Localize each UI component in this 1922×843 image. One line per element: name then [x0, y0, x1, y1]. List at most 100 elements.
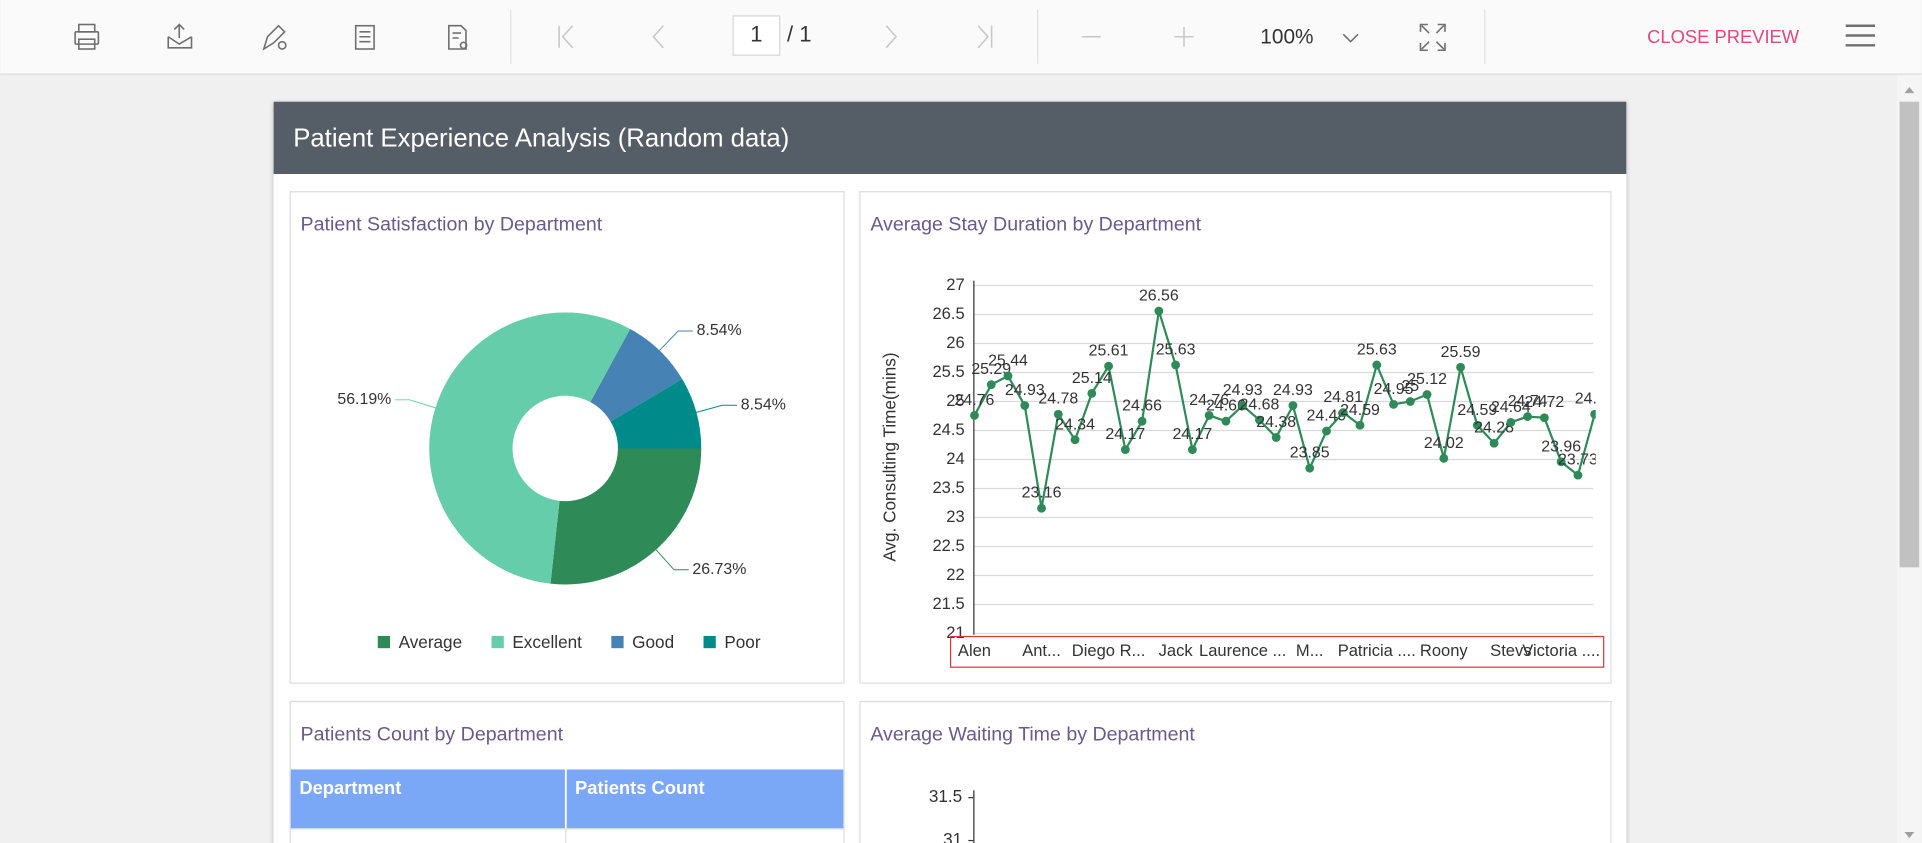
- data-label: 25.44: [988, 352, 1028, 369]
- data-label: 24.49: [1307, 408, 1347, 425]
- point: [1355, 420, 1365, 430]
- x-tick-label: Laurence ...: [1199, 641, 1286, 660]
- y-tick-label: 31.5: [929, 786, 962, 806]
- data-label: 23.96: [1541, 438, 1581, 455]
- point: [1255, 415, 1264, 425]
- point: [970, 410, 979, 420]
- scrollbar-thumb[interactable]: [1899, 101, 1920, 568]
- y-tick-label: 27: [946, 275, 964, 294]
- data-label: 8.54%: [697, 322, 742, 339]
- data-label: 23.16: [1022, 485, 1062, 502]
- export-button[interactable]: [167, 23, 193, 49]
- data-label: 24.78: [1038, 391, 1078, 408]
- zoom-in-button[interactable]: [1174, 26, 1194, 47]
- data-label: 24.34: [1055, 416, 1095, 433]
- y-tick-label: 22.5: [932, 536, 964, 555]
- next-page-button[interactable]: [885, 25, 898, 49]
- point: [1506, 417, 1516, 427]
- point: [1322, 426, 1331, 436]
- chart-title: Average Stay Duration by Department: [870, 214, 1201, 236]
- data-label: 26.56: [1139, 288, 1179, 305]
- x-tick-label: Jack: [1159, 641, 1194, 660]
- y-tick-label: 24.5: [932, 420, 964, 439]
- data-label: 24.68: [1240, 397, 1280, 414]
- point: [1037, 503, 1046, 513]
- point: [1422, 390, 1432, 399]
- point: [1204, 410, 1214, 420]
- table-column-header: Department: [299, 777, 401, 798]
- point: [1573, 470, 1583, 480]
- data-label: 24.81: [1323, 389, 1363, 406]
- data-label: 24.38: [1256, 414, 1296, 431]
- legend-label: Good: [632, 632, 674, 652]
- data-label: 24.64: [1491, 399, 1531, 416]
- point: [1305, 463, 1315, 473]
- report-title: Patient Experience Analysis (Random data…: [293, 124, 789, 152]
- document-settings-button[interactable]: [448, 24, 468, 50]
- data-label: 24.17: [1172, 426, 1212, 443]
- point: [1238, 401, 1248, 410]
- zoom-level[interactable]: 100%: [1260, 25, 1313, 48]
- legend-swatch: [491, 635, 504, 649]
- pie-slice: [429, 312, 631, 584]
- data-label: 24.78: [1575, 391, 1615, 408]
- first-page-button[interactable]: [558, 25, 574, 49]
- point: [1221, 416, 1231, 426]
- data-label: 25.14: [1072, 370, 1112, 387]
- panel: [289, 191, 845, 684]
- data-label: 24.93: [1223, 382, 1263, 399]
- y-axis-title: Avg. Consulting Time(mins): [880, 352, 900, 561]
- document-button[interactable]: [354, 24, 375, 50]
- data-label: 24.66: [1122, 398, 1162, 415]
- data-label: 26.73%: [692, 561, 746, 578]
- page-setup-button[interactable]: [262, 24, 287, 51]
- legend-label: Excellent: [512, 632, 582, 652]
- data-label: 25: [1401, 378, 1419, 395]
- x-axis-selection: [949, 635, 1605, 668]
- data-label: 24.95: [1374, 381, 1414, 398]
- print-button[interactable]: [74, 23, 100, 50]
- table-title: Patients Count by Department: [301, 723, 564, 745]
- last-page-button[interactable]: [977, 25, 993, 49]
- point: [1456, 362, 1465, 372]
- page-total: / 1: [787, 21, 812, 46]
- point: [1271, 433, 1281, 442]
- menu-button[interactable]: [1845, 24, 1876, 47]
- leader-line: [696, 404, 738, 413]
- point: [1389, 399, 1398, 409]
- y-tick-label: 25: [946, 391, 964, 410]
- data-label: 24.02: [1424, 435, 1464, 452]
- fullscreen-button[interactable]: [1419, 23, 1446, 52]
- leader-line: [394, 399, 436, 409]
- x-tick-label: Patricia ....: [1338, 641, 1416, 660]
- leader-line: [655, 549, 689, 571]
- scroll-up[interactable]: [1904, 86, 1915, 94]
- pie-slice: [550, 448, 702, 585]
- previous-page-button[interactable]: [652, 25, 664, 49]
- point: [1590, 409, 1596, 419]
- point: [1539, 413, 1549, 423]
- point: [1187, 445, 1197, 455]
- legend-swatch: [611, 635, 624, 649]
- page-input[interactable]: [732, 15, 781, 56]
- x-tick-label: Victoria ....: [1522, 641, 1600, 660]
- data-label: 24.59: [1457, 402, 1497, 419]
- point: [1472, 420, 1482, 430]
- point: [1020, 401, 1030, 410]
- point: [1556, 457, 1566, 467]
- legend-swatch: [703, 635, 716, 649]
- y-tick-label: 23.5: [932, 478, 964, 497]
- point: [1405, 397, 1415, 406]
- close-preview-button[interactable]: CLOSE PREVIEW: [1647, 26, 1800, 47]
- scroll-down[interactable]: [1904, 831, 1915, 839]
- data-label: 24.74: [1508, 393, 1548, 410]
- zoom-dropdown[interactable]: [1342, 33, 1359, 43]
- point: [1104, 361, 1113, 371]
- table-column-header: Patients Count: [575, 777, 705, 798]
- data-label: 25.29: [971, 361, 1011, 378]
- point: [1120, 445, 1130, 455]
- data-label: 25.61: [1089, 343, 1129, 360]
